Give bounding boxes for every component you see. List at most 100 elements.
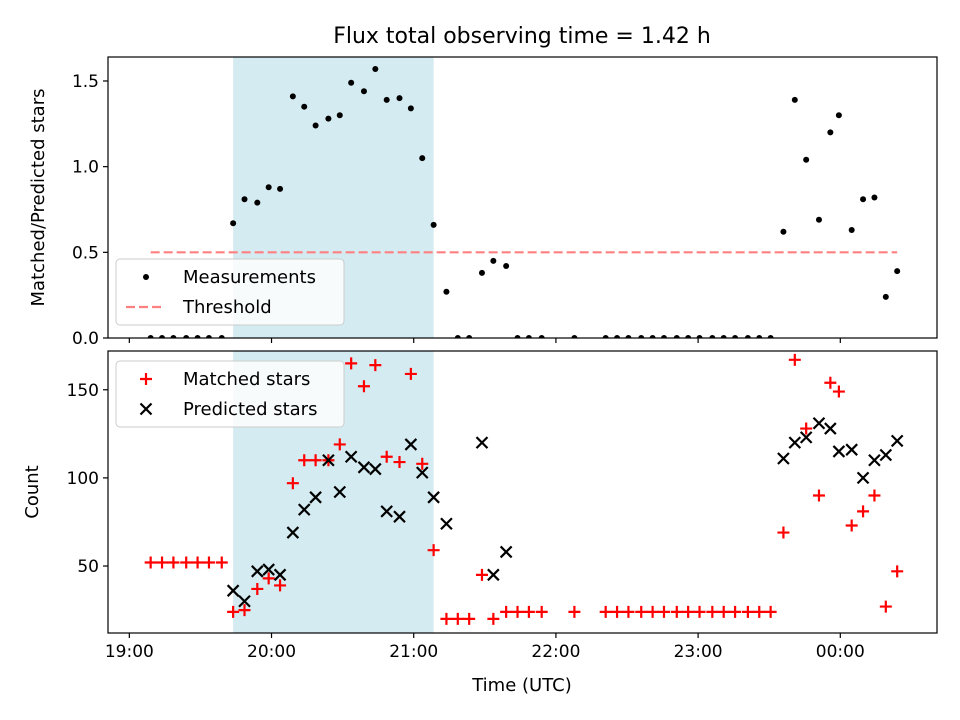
data-point (274, 579, 287, 592)
data-point (348, 79, 355, 86)
data-point (443, 288, 450, 295)
data-point (286, 477, 299, 490)
data-point (767, 335, 774, 338)
data-point (404, 438, 418, 451)
data-point (357, 461, 371, 474)
data-point (732, 335, 739, 338)
data-point (277, 185, 284, 192)
data-point (741, 605, 754, 618)
data-point (599, 605, 612, 618)
data-point (717, 605, 730, 618)
data-point (673, 335, 680, 338)
data-point (191, 556, 204, 569)
data-point (251, 565, 264, 578)
data-point (407, 105, 414, 112)
x-tick-label: 19:00 (105, 642, 154, 662)
data-point (380, 450, 393, 463)
x-axis-label: Time (UTC) (471, 675, 572, 696)
data-point (696, 335, 703, 338)
data-point (788, 436, 802, 449)
data-point (522, 605, 535, 618)
data-point (729, 605, 742, 618)
panel-ratio: 0.0 0.5 1.0 1.5 Matched/Predicted stars Measu… (28, 56, 938, 349)
data-point (194, 335, 201, 338)
data-point (262, 572, 275, 585)
data-point (602, 335, 609, 338)
chart-title: Flux total observing time = 1.42 h (333, 24, 711, 49)
data-point (657, 605, 670, 618)
data-point (824, 376, 837, 389)
data-point (832, 445, 846, 458)
data-point (706, 605, 719, 618)
data-point (812, 416, 826, 430)
data-point (241, 196, 248, 203)
data-point (369, 359, 382, 372)
data-point (372, 65, 379, 72)
data-point (369, 462, 382, 476)
legend: Matched stars Predicted stars (115, 360, 345, 428)
data-point (788, 353, 801, 366)
y-axis-label: Count (22, 465, 43, 518)
data-point (322, 453, 335, 467)
data-point (180, 556, 193, 569)
data-point (614, 335, 621, 338)
data-point (202, 556, 215, 569)
legend-label: Predicted stars (183, 399, 317, 420)
data-point (344, 450, 358, 464)
data-point (835, 112, 842, 119)
data-point (709, 335, 716, 338)
plot-area (147, 65, 901, 338)
data-point (503, 263, 510, 270)
data-point (226, 584, 240, 597)
data-point (538, 335, 545, 338)
data-point (463, 612, 476, 625)
data-point (265, 184, 272, 191)
data-point (622, 605, 635, 618)
data-point (357, 380, 370, 393)
data-point (845, 443, 858, 456)
y-tick-label: 0.0 (72, 329, 99, 349)
data-point (159, 335, 166, 338)
data-point (857, 505, 870, 518)
data-point (856, 471, 870, 485)
legend-label: Measurements (183, 267, 316, 288)
data-point (514, 335, 521, 338)
data-point (812, 489, 825, 502)
data-point (868, 453, 881, 467)
data-point (333, 485, 347, 499)
data-point (238, 594, 251, 608)
data-point (251, 582, 264, 595)
data-point (325, 115, 332, 122)
data-point (848, 227, 855, 234)
data-point (693, 605, 706, 618)
x-tick-label: 23:00 (674, 642, 723, 662)
data-point (571, 335, 578, 338)
data-point (144, 556, 157, 569)
data-point (360, 88, 367, 95)
data-point (487, 568, 500, 582)
data-point (500, 605, 513, 618)
data-point (475, 436, 489, 449)
data-point (218, 335, 225, 338)
data-point (478, 269, 485, 276)
data-point (430, 221, 437, 228)
data-point (511, 605, 524, 618)
data-point (764, 605, 777, 618)
y-tick-label: 100 (67, 469, 99, 489)
legend-frame (115, 360, 345, 428)
data-point (427, 544, 440, 557)
data-point (568, 605, 581, 618)
data-point (777, 526, 790, 539)
data-point (499, 545, 513, 559)
x-tick-label: 21:00 (389, 642, 438, 662)
data-point (682, 605, 695, 618)
data-point (685, 335, 692, 338)
data-point (649, 335, 656, 338)
legend-label: Matched stars (183, 369, 310, 390)
data-point (289, 93, 296, 100)
data-point (454, 335, 461, 338)
data-point (860, 196, 867, 203)
data-point (440, 612, 453, 625)
x-tick-label: 22:00 (531, 642, 580, 662)
